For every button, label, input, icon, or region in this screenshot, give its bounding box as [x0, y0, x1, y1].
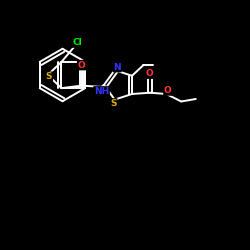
- Text: S: S: [46, 72, 52, 81]
- Text: N: N: [114, 63, 121, 72]
- Text: NH: NH: [94, 87, 109, 96]
- Text: O: O: [164, 86, 172, 95]
- Text: O: O: [146, 69, 154, 78]
- Text: Cl: Cl: [72, 38, 82, 47]
- Text: S: S: [110, 99, 117, 108]
- Text: O: O: [78, 61, 85, 70]
